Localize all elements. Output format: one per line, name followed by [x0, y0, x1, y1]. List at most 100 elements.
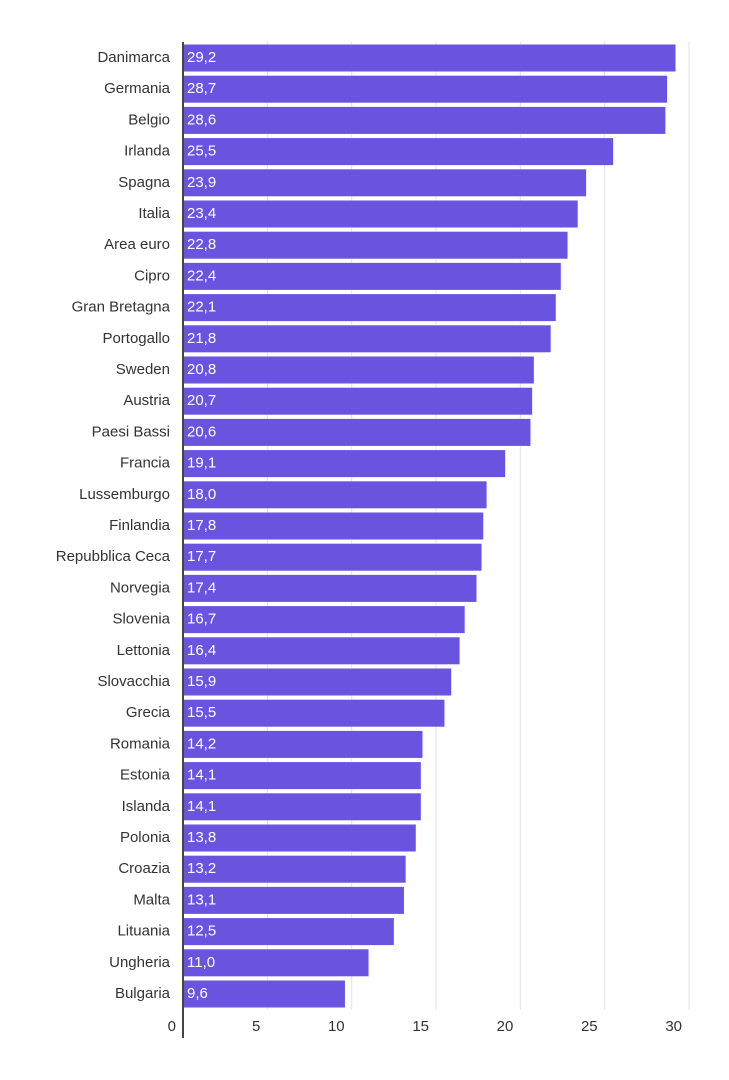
y-tick-label: Portogallo — [102, 330, 170, 347]
bar — [183, 418, 531, 446]
value-label: 25,5 — [187, 143, 216, 160]
bar — [183, 606, 465, 634]
y-tick-label: Malta — [133, 891, 170, 908]
bar — [183, 169, 587, 197]
bar — [183, 543, 482, 571]
y-tick-label: Croazia — [118, 860, 170, 877]
y-tick-label: Norvegia — [110, 579, 171, 596]
bar — [183, 356, 534, 384]
bar — [183, 699, 445, 727]
bar — [183, 75, 668, 103]
value-label: 11,0 — [187, 954, 215, 971]
bar — [183, 637, 460, 665]
value-label: 22,8 — [187, 236, 216, 253]
bar — [183, 231, 568, 259]
y-tick-label: Lituania — [117, 923, 170, 940]
value-label: 18,0 — [187, 486, 216, 503]
x-tick-label: 15 — [412, 1018, 429, 1035]
y-tick-label: Belgio — [128, 111, 170, 128]
y-tick-label: Lettonia — [117, 642, 171, 659]
value-label: 13,8 — [187, 829, 216, 846]
bar — [183, 918, 394, 946]
y-tick-label: Germania — [104, 80, 171, 97]
value-label: 19,1 — [187, 455, 216, 472]
value-label: 23,4 — [187, 205, 216, 222]
y-tick-label: Gran Bretagna — [72, 299, 171, 316]
bar — [183, 450, 506, 478]
bar — [183, 262, 561, 290]
value-label: 22,4 — [187, 267, 216, 284]
value-label: 15,5 — [187, 704, 216, 721]
x-tick-label: 10 — [328, 1018, 345, 1035]
y-tick-label: Polonia — [120, 829, 171, 846]
bar — [183, 793, 421, 821]
bar — [183, 387, 533, 415]
y-tick-label: Romania — [110, 735, 171, 752]
y-tick-label: Grecia — [126, 704, 171, 721]
value-label: 20,6 — [187, 423, 216, 440]
bar — [183, 44, 676, 72]
x-tick-label: 30 — [665, 1018, 682, 1035]
x-tick-label: 20 — [497, 1018, 514, 1035]
bar — [183, 200, 578, 228]
bar — [183, 730, 423, 758]
value-label: 17,8 — [187, 517, 216, 534]
y-tick-label: Slovacchia — [97, 673, 170, 690]
bar — [183, 138, 614, 166]
y-tick-label: Islanda — [122, 798, 171, 815]
bar — [183, 886, 404, 914]
value-label: 15,9 — [187, 673, 216, 690]
value-label: 29,2 — [187, 49, 216, 66]
y-tick-label: Austria — [123, 392, 170, 409]
y-tick-label: Irlanda — [124, 143, 171, 160]
value-label: 16,4 — [187, 642, 216, 659]
y-tick-label: Francia — [120, 455, 171, 472]
bar — [183, 824, 416, 852]
value-label: 9,6 — [187, 985, 208, 1002]
y-tick-label: Lussemburgo — [79, 486, 170, 503]
value-label: 12,5 — [187, 923, 216, 940]
value-label: 14,1 — [187, 798, 216, 815]
value-label: 16,7 — [187, 611, 216, 628]
bar — [183, 855, 406, 883]
value-label: 17,4 — [187, 579, 216, 596]
value-label: 28,6 — [187, 111, 216, 128]
bar — [183, 325, 551, 353]
bar — [183, 980, 345, 1008]
y-tick-label: Finlandia — [109, 517, 171, 534]
bar — [183, 512, 484, 540]
value-label: 14,2 — [187, 735, 216, 752]
value-label: 21,8 — [187, 330, 216, 347]
y-tick-label: Ungheria — [109, 954, 171, 971]
value-label: 13,1 — [187, 891, 216, 908]
bar — [183, 668, 452, 696]
bar — [183, 106, 666, 134]
bar — [183, 294, 556, 322]
x-tick-label: 25 — [581, 1018, 598, 1035]
value-label: 14,1 — [187, 767, 216, 784]
y-tick-label: Spagna — [118, 174, 170, 191]
y-tick-label: Sweden — [116, 361, 170, 378]
x-tick-label: 5 — [252, 1018, 260, 1035]
y-tick-label: Cipro — [134, 267, 170, 284]
value-label: 28,7 — [187, 80, 216, 97]
bar — [183, 574, 477, 602]
value-label: 13,2 — [187, 860, 216, 877]
value-label: 20,7 — [187, 392, 216, 409]
bar — [183, 762, 421, 790]
x-tick-label: 0 — [168, 1018, 176, 1035]
y-tick-label: Danimarca — [97, 49, 170, 66]
y-tick-label: Estonia — [120, 767, 171, 784]
value-label: 23,9 — [187, 174, 216, 191]
bar — [183, 949, 369, 977]
y-tick-label: Paesi Bassi — [92, 423, 170, 440]
y-tick-label: Italia — [138, 205, 170, 222]
value-label: 22,1 — [187, 299, 216, 316]
y-tick-label: Repubblica Ceca — [56, 548, 171, 565]
bar — [183, 481, 487, 509]
value-label: 17,7 — [187, 548, 216, 565]
y-tick-label: Bulgaria — [115, 985, 171, 1002]
value-label: 20,8 — [187, 361, 216, 378]
y-tick-label: Area euro — [104, 236, 170, 253]
